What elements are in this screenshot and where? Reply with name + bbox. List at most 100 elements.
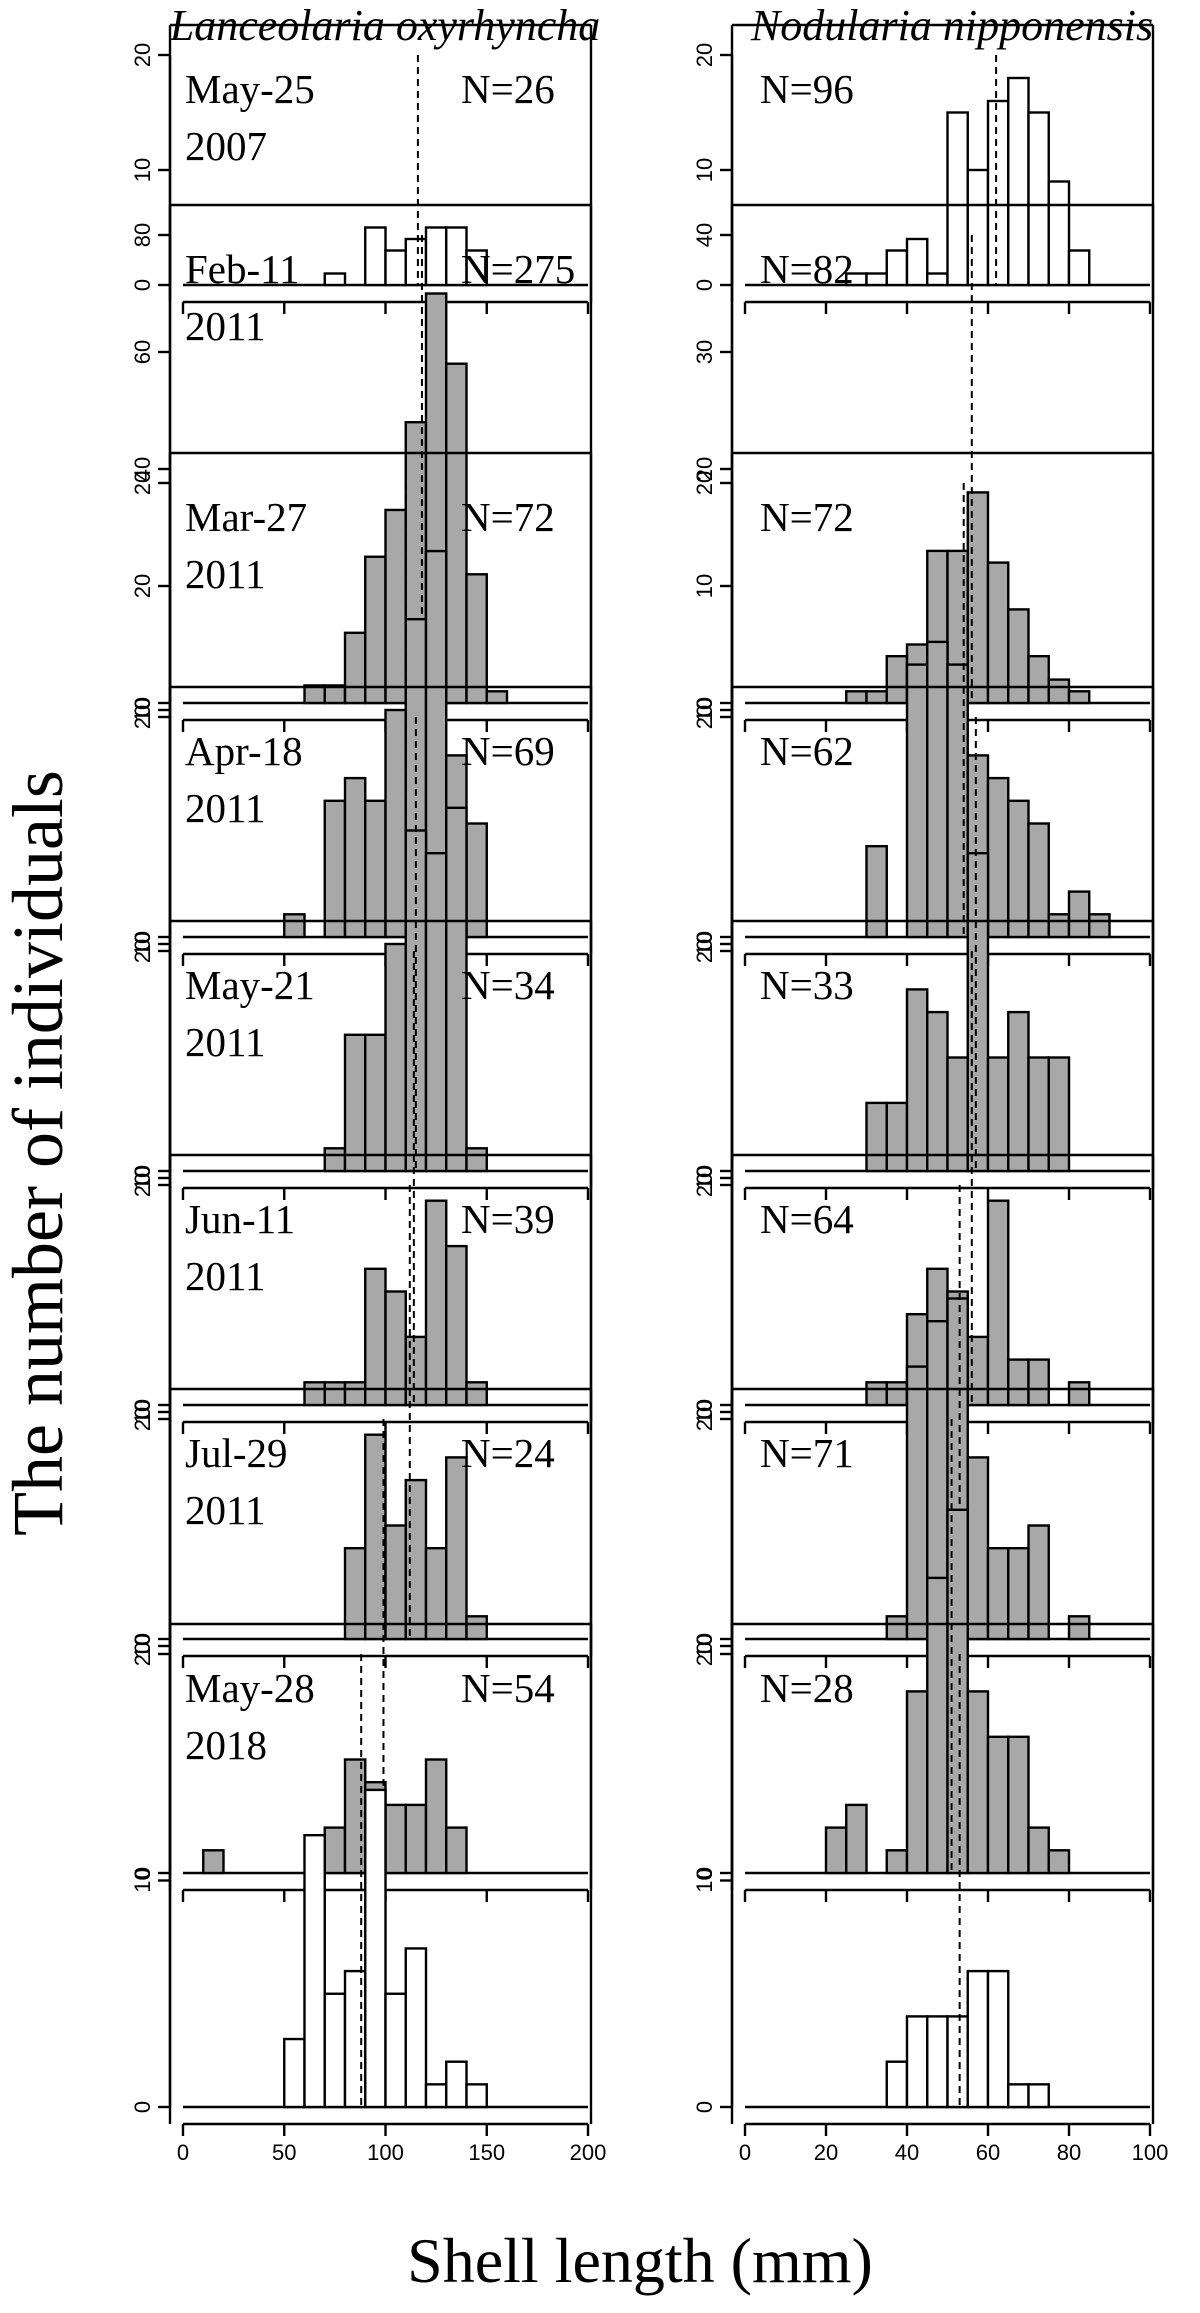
- histogram-bar: [966, 852, 990, 1173]
- y-tick-label: 10: [692, 574, 717, 598]
- histogram-bar: [445, 806, 468, 1173]
- histogram-bar: [323, 272, 347, 287]
- histogram-bar: [384, 1524, 407, 1641]
- histogram-bar: [986, 99, 1010, 287]
- sample-size-label: N=39: [461, 1196, 555, 1242]
- sample-size-label: N=28: [760, 1665, 854, 1711]
- histogram-bar: [986, 561, 1010, 705]
- histogram-bar: [865, 845, 888, 939]
- x-tick-label: 0: [739, 2140, 751, 2165]
- x-tick-label: 80: [1057, 2140, 1081, 2165]
- histogram-bar: [364, 1033, 387, 1173]
- y-axis-label: The number of individuals: [0, 770, 78, 1536]
- histogram-bar: [1067, 249, 1091, 287]
- y-tick-label: 60: [130, 340, 155, 364]
- y-tick-label: 20: [692, 1173, 717, 1197]
- y-tick-label: 0: [130, 2101, 155, 2113]
- histogram-bar: [485, 690, 509, 705]
- histogram-bar: [404, 1478, 428, 1641]
- histogram-bar: [1047, 1056, 1071, 1173]
- histogram-bar: [1027, 2083, 1050, 2109]
- histogram-bar: [986, 1546, 1010, 1641]
- histogram-bar: [364, 799, 387, 939]
- histogram-bar: [1067, 1381, 1091, 1407]
- histogram-bar: [1007, 799, 1030, 939]
- histogram-bar: [343, 776, 367, 939]
- histogram-bar: [424, 852, 448, 1173]
- y-tick-label: 0: [692, 1399, 717, 1411]
- panel-date-label: Apr-18: [185, 728, 303, 774]
- y-tick-label: 20: [692, 1407, 717, 1431]
- y-tick-label: 30: [692, 340, 717, 364]
- histogram-bar: [445, 362, 468, 705]
- histogram-bar: [343, 1969, 367, 2109]
- histogram-bar: [986, 776, 1010, 939]
- histogram-bar: [1027, 655, 1050, 705]
- histogram-bar: [364, 226, 387, 287]
- y-tick-label: 80: [130, 223, 155, 247]
- histogram-bar: [364, 1267, 387, 1407]
- panel-year-label: 2011: [185, 1019, 265, 1065]
- sample-size-label: N=54: [461, 1665, 555, 1711]
- histogram-bar: [905, 1690, 929, 1875]
- histogram-bar: [885, 655, 909, 705]
- histogram-bar: [885, 1615, 909, 1641]
- histogram-bar: [404, 1947, 428, 2109]
- histogram-bar: [905, 237, 929, 287]
- histogram-bar: [445, 1826, 468, 1875]
- histogram-bar: [1067, 690, 1091, 705]
- histogram-bar: [1047, 1849, 1071, 1875]
- histogram-bar: [202, 1849, 225, 1875]
- histogram-bar: [283, 913, 306, 939]
- panel-date-label: Jul-29: [185, 1430, 288, 1476]
- histogram-bar: [966, 1456, 990, 1641]
- y-tick-label: 10: [130, 1400, 155, 1424]
- y-tick-label: 20: [692, 705, 717, 729]
- histogram-bar: [966, 491, 990, 705]
- y-tick-label: 10: [692, 1166, 717, 1190]
- y-tick-label: 10: [130, 158, 155, 182]
- histogram-bar: [343, 1381, 367, 1407]
- y-tick-label: 20: [130, 1407, 155, 1431]
- histogram-bar: [384, 1992, 407, 2109]
- histogram-bar: [364, 1433, 387, 1641]
- panel-date-label: Mar-27: [185, 494, 307, 540]
- histogram-bar: [1007, 1735, 1030, 1875]
- y-tick-label: 0: [130, 931, 155, 943]
- histogram-bar: [966, 1335, 990, 1407]
- histogram-bar: [986, 1199, 1010, 1407]
- y-tick-label: 20: [692, 471, 717, 495]
- x-tick-label: 40: [895, 2140, 919, 2165]
- sample-size-label: N=24: [461, 1430, 555, 1476]
- panel-date-label: May-28: [185, 1665, 315, 1711]
- histogram-bar: [824, 1826, 848, 1875]
- panel: 0 10 20 N=96: [692, 23, 1155, 314]
- histogram-bar: [905, 2015, 929, 2109]
- histogram-bar: [966, 1969, 990, 2109]
- histogram-bar: [343, 1033, 367, 1173]
- histogram-bar: [424, 1199, 448, 1407]
- panel-year-label: 2011: [185, 1253, 265, 1299]
- histogram-bar: [1007, 2083, 1030, 2109]
- histogram-bar: [323, 799, 347, 939]
- panel-date-label: Feb-11: [185, 246, 300, 292]
- histogram-bar: [865, 690, 888, 705]
- y-tick-label: 0: [130, 279, 155, 291]
- sample-size-label: N=72: [760, 494, 854, 540]
- y-tick-label: 20: [692, 43, 717, 67]
- histogram-bar: [404, 237, 428, 287]
- histogram-bar: [323, 1826, 347, 1875]
- histogram-bar: [424, 2083, 448, 2109]
- histogram-bar: [1067, 1615, 1091, 1641]
- histogram-bar: [465, 1147, 488, 1173]
- histogram-bar: [926, 1576, 949, 1875]
- y-tick-label: 40: [130, 457, 155, 481]
- y-tick-label: 0: [692, 1165, 717, 1177]
- x-tick-label: 60: [976, 2140, 1000, 2165]
